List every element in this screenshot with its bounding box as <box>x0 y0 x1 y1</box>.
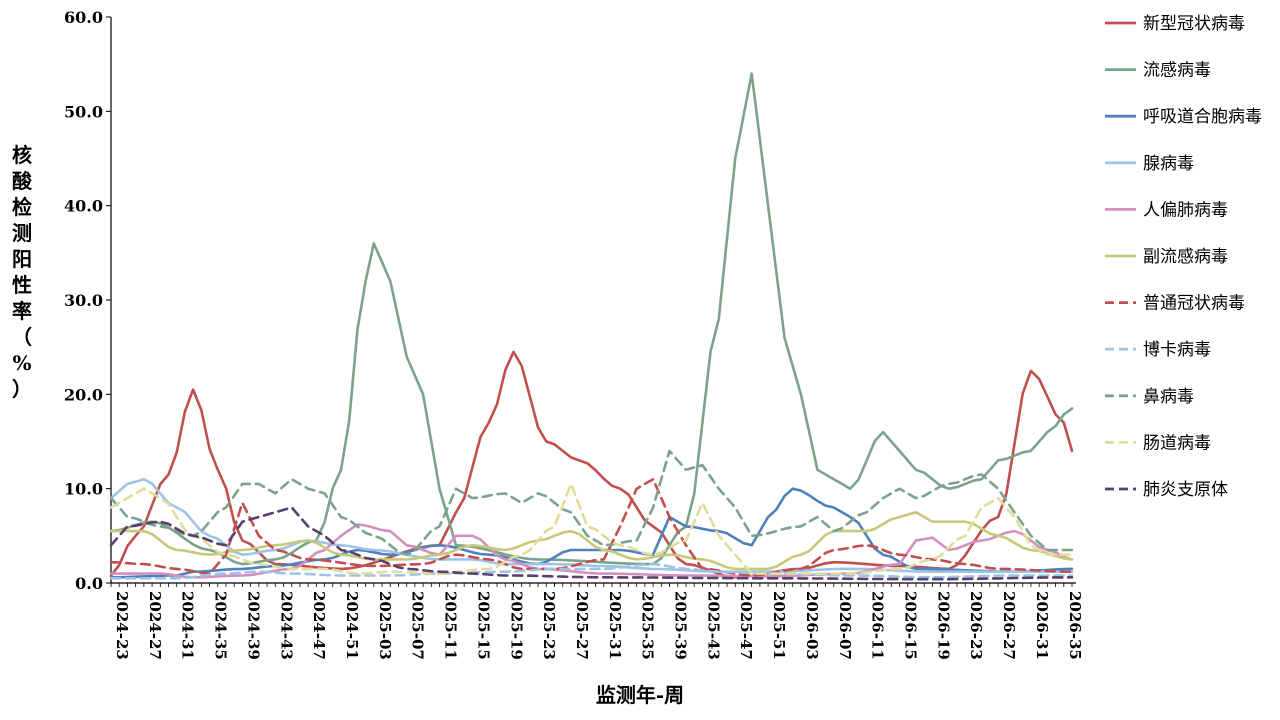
series-line-8 <box>109 449 1074 557</box>
x-tick-label: 2026-27 <box>1000 591 1018 660</box>
series-line-10 <box>109 506 1074 581</box>
x-tick-label: 2025-39 <box>672 591 690 660</box>
legend-label: 腺病毒 <box>1143 154 1194 174</box>
x-axis: 2024-23 2024-27 2024-31 2024-35 2024-39 2024-… <box>110 582 1084 660</box>
y-tick-label: 20.0 <box>64 385 103 404</box>
legend-label: 肠道病毒 <box>1143 433 1211 453</box>
x-tick-label: 2026-07 <box>836 591 854 660</box>
x-tick-label: 2026-35 <box>1066 591 1084 660</box>
x-tick-label: 2024-43 <box>277 591 295 660</box>
x-tick-label: 2025-07 <box>409 591 427 660</box>
series-layer <box>109 72 1074 581</box>
x-tick-label: 2025-35 <box>639 591 657 660</box>
x-tick-label: 2025-19 <box>507 591 525 660</box>
legend-label: 肺炎支原体 <box>1143 480 1228 500</box>
legend-label: 鼻病毒 <box>1143 387 1194 407</box>
x-tick-label: 2025-15 <box>474 591 492 660</box>
x-tick-label: 2024-23 <box>113 591 131 660</box>
legend-label: 普通冠状病毒 <box>1143 294 1245 314</box>
y-tick-label: 60.0 <box>64 8 103 27</box>
legend: 新型冠状病毒流感病毒呼吸道合胞病毒腺病毒人偏肺病毒副流感病毒普通冠状病毒博卡病毒… <box>1105 14 1262 500</box>
x-tick-label: 2026-03 <box>803 591 821 660</box>
x-tick-label: 2024-51 <box>343 591 361 660</box>
series-line-1 <box>109 72 1074 566</box>
series-line-7 <box>109 562 1074 580</box>
y-axis: 0.0 10.0 20.0 30.0 40.0 50.0 60.0 <box>64 8 112 593</box>
y-tick-label: 40.0 <box>64 197 103 216</box>
x-tick-label: 2025-23 <box>540 591 558 660</box>
legend-label: 流感病毒 <box>1143 61 1211 81</box>
x-tick-label: 2026-11 <box>869 591 887 660</box>
series-line-4 <box>109 523 1074 579</box>
x-tick-label: 2025-27 <box>573 591 591 660</box>
x-tick-label: 2025-43 <box>704 591 722 660</box>
series-line-2 <box>109 487 1074 579</box>
y-tick-label: 30.0 <box>64 291 103 310</box>
series-line-9 <box>109 482 1074 575</box>
x-tick-label: 2024-47 <box>310 591 328 660</box>
x-tick-label: 2026-23 <box>967 591 985 660</box>
y-axis-title: 核酸检测阳性率（%） <box>12 143 33 401</box>
y-tick-label: 0.0 <box>75 574 103 593</box>
legend-label: 呼吸道合胞病毒 <box>1143 107 1262 127</box>
legend-label: 副流感病毒 <box>1143 247 1228 267</box>
legend-label: 新型冠状病毒 <box>1143 14 1245 34</box>
x-tick-label: 2025-03 <box>376 591 394 660</box>
legend-label: 人偏肺病毒 <box>1143 200 1228 220</box>
y-tick-label: 50.0 <box>64 102 103 121</box>
x-tick-label: 2026-15 <box>902 591 920 660</box>
x-tick-label: 2025-31 <box>606 591 624 660</box>
legend-label: 博卡病毒 <box>1143 340 1211 360</box>
x-tick-label: 2026-31 <box>1033 591 1051 660</box>
x-axis-title: 监测年-周 <box>596 683 684 707</box>
x-tick-label: 2024-39 <box>244 591 262 660</box>
series-line-6 <box>109 477 1074 577</box>
x-tick-label: 2024-31 <box>179 591 197 660</box>
x-tick-label: 2024-27 <box>146 591 164 660</box>
x-tick-label: 2025-11 <box>442 591 460 660</box>
series-line-3 <box>109 477 1074 574</box>
x-tick-label: 2024-35 <box>212 591 230 660</box>
y-tick-label: 10.0 <box>64 480 103 499</box>
x-tick-label: 2025-51 <box>770 591 788 660</box>
x-tick-label: 2025-47 <box>737 591 755 660</box>
x-tick-label: 2026-19 <box>934 591 952 660</box>
